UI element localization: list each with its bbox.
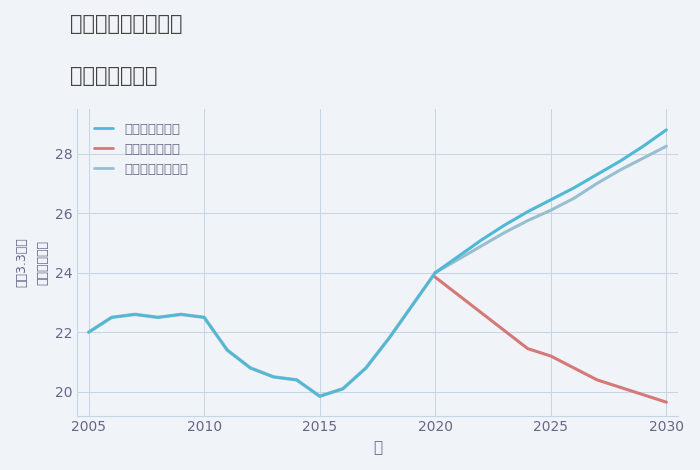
バッドシナリオ bbox=[524, 346, 532, 352]
バッドシナリオ bbox=[547, 353, 555, 359]
バッドシナリオ bbox=[616, 384, 624, 390]
グッドシナリオ bbox=[431, 270, 440, 275]
グッドシナリオ bbox=[593, 172, 601, 177]
Text: 埼玉県熊谷市西野の: 埼玉県熊谷市西野の bbox=[70, 14, 183, 34]
グッドシナリオ bbox=[570, 185, 578, 191]
グッドシナリオ bbox=[524, 209, 532, 214]
ノーマルシナリオ bbox=[454, 257, 463, 262]
ノーマルシナリオ bbox=[500, 230, 509, 235]
グッドシナリオ bbox=[547, 197, 555, 203]
グッドシナリオ bbox=[500, 222, 509, 228]
バッドシナリオ bbox=[454, 292, 463, 298]
ノーマルシナリオ bbox=[593, 180, 601, 186]
バッドシナリオ bbox=[662, 400, 671, 405]
ノーマルシナリオ bbox=[524, 218, 532, 223]
グッドシナリオ bbox=[639, 143, 648, 149]
Line: バッドシナリオ: バッドシナリオ bbox=[435, 277, 666, 402]
バッドシナリオ bbox=[500, 328, 509, 334]
ノーマルシナリオ bbox=[431, 270, 440, 275]
バッドシナリオ bbox=[639, 392, 648, 398]
Text: 土地の価格推移: 土地の価格推移 bbox=[70, 66, 158, 86]
グッドシナリオ bbox=[662, 127, 671, 133]
ノーマルシナリオ bbox=[639, 155, 648, 161]
グッドシナリオ bbox=[454, 253, 463, 259]
Legend: グッドシナリオ, バッドシナリオ, ノーマルシナリオ: グッドシナリオ, バッドシナリオ, ノーマルシナリオ bbox=[90, 118, 192, 180]
ノーマルシナリオ bbox=[477, 243, 486, 249]
Y-axis label: 坪（3.3㎡）
単価（万円）: 坪（3.3㎡） 単価（万円） bbox=[15, 237, 49, 287]
ノーマルシナリオ bbox=[547, 207, 555, 213]
バッドシナリオ bbox=[477, 310, 486, 316]
バッドシナリオ bbox=[593, 377, 601, 383]
ノーマルシナリオ bbox=[662, 143, 671, 149]
X-axis label: 年: 年 bbox=[373, 440, 382, 455]
Line: グッドシナリオ: グッドシナリオ bbox=[435, 130, 666, 273]
グッドシナリオ bbox=[616, 158, 624, 164]
バッドシナリオ bbox=[431, 274, 440, 280]
ノーマルシナリオ bbox=[570, 196, 578, 201]
Line: ノーマルシナリオ: ノーマルシナリオ bbox=[435, 146, 666, 273]
バッドシナリオ bbox=[570, 365, 578, 371]
ノーマルシナリオ bbox=[616, 167, 624, 173]
グッドシナリオ bbox=[477, 237, 486, 243]
